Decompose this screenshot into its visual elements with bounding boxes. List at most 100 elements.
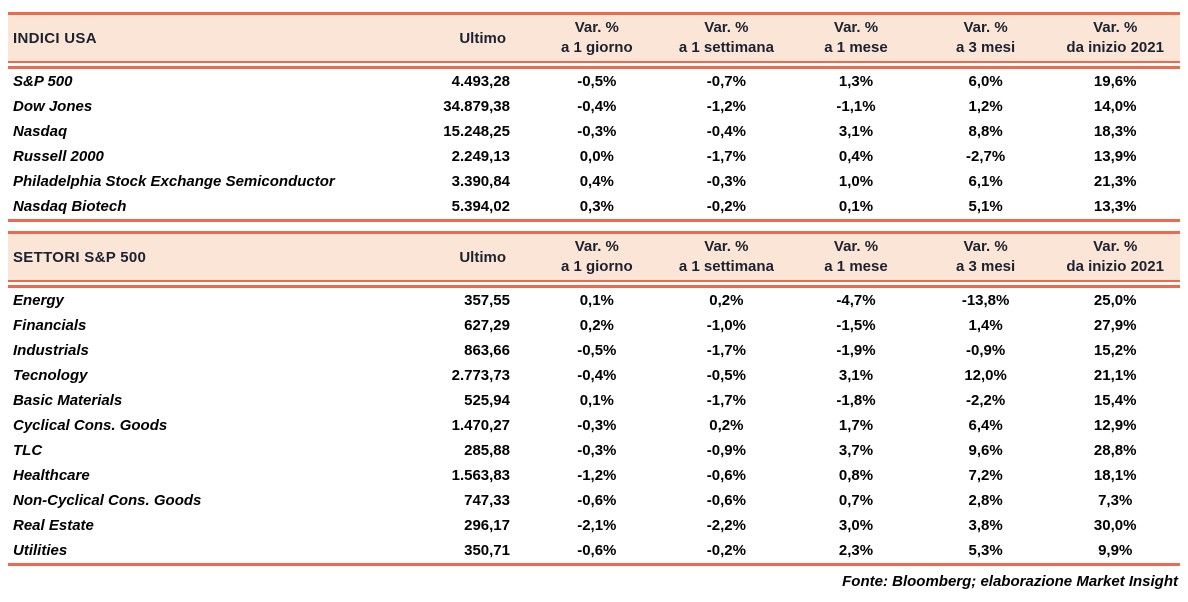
column-header-var-1-giorno: Var. % a 1 giorno [532,237,662,277]
table-row: Non-Cyclical Cons. Goods 747,33 -0,6% -0,6%… [8,488,1180,513]
var-value: -1,9% [836,342,876,359]
var-label-bottom: a 1 giorno [560,39,633,56]
row-label: Real Estate [13,517,94,534]
var-value: -0,5% [577,73,617,90]
ultimo-value: 15.248,25 [443,123,510,140]
var-label-bottom: da inizio 2021 [1066,258,1164,275]
column-header-var-1-mese: Var. % a 1 mese [791,237,921,277]
var-label-bottom: a 1 giorno [560,258,633,275]
table-row: Utilities 350,71 -0,6% -0,2% 2,3% 5,3% 9,9% [8,538,1180,563]
table-indici-usa: INDICI USA Ultimo Var. % a 1 giorno Var.… [8,12,1180,222]
row-label: TLC [13,442,43,459]
var-value: 25,0% [1093,292,1137,309]
var-value: -1,2% [577,467,617,484]
var-value: 3,8% [968,517,1003,534]
var-value: 18,3% [1093,123,1137,140]
var-label-bottom: a 1 settimana [678,258,774,275]
var-value: 9,6% [968,442,1003,459]
var-value: 2,8% [968,492,1003,509]
var-value: 13,9% [1093,148,1137,165]
var-label-top: Var. % [1093,238,1138,255]
var-value: 0,1% [579,292,614,309]
ultimo-value: 296,17 [464,517,510,534]
ultimo-value: 2.773,73 [451,367,510,384]
source-note: Fonte: Bloomberg; elaborazione Market In… [842,573,1178,590]
column-header-ultimo: Ultimo [459,248,506,266]
ultimo-value: 863,66 [464,342,510,359]
table-row: Dow Jones 34.879,38 -0,4% -1,2% -1,1% 1,2% 14,… [8,94,1180,119]
var-value: -2,1% [577,517,617,534]
var-value: 0,3% [579,198,614,215]
var-value: 12,9% [1093,417,1137,434]
var-label-top: Var. % [963,19,1008,36]
var-value: 7,2% [968,467,1003,484]
var-value: 14,0% [1093,98,1137,115]
var-value: 0,2% [579,317,614,334]
var-label-top: Var. % [963,238,1008,255]
var-label-top: Var. % [1093,19,1138,36]
table-row: Tecnology 2.773,73 -0,4% -0,5% 3,1% 12,0% 21,1… [8,363,1180,388]
var-value: -0,6% [577,542,617,559]
var-value: 0,0% [579,148,614,165]
var-value: 28,8% [1093,442,1137,459]
var-value: 3,7% [838,442,874,459]
ultimo-value: 1.563,83 [451,467,510,484]
var-value: -0,4% [577,367,617,384]
var-value: 3,0% [838,517,874,534]
row-label: Philadelphia Stock Exchange Semiconducto… [13,173,335,190]
var-label-bottom: a 3 mesi [955,258,1016,275]
row-label: Tecnology [13,367,88,384]
table-row: Nasdaq 15.248,25 -0,3% -0,4% 3,1% 8,8% 18,3% [8,119,1180,144]
column-header-var-1-settimana: Var. % a 1 settimana [662,237,792,277]
row-label: Non-Cyclical Cons. Goods [13,492,202,509]
var-value: 1,4% [968,317,1003,334]
var-value: -2,2% [966,392,1006,409]
row-label: Utilities [13,542,68,559]
table-row: Nasdaq Biotech 5.394,02 0,3% -0,2% 0,1% 5,1% 1… [8,194,1180,219]
row-label: Financials [13,317,87,334]
indici-usa-body: S&P 500 4.493,28 -0,5% -0,7% 1,3% 6,0% 19,6% Do… [8,69,1180,219]
column-header-var-1-settimana: Var. % a 1 settimana [662,18,792,58]
var-value: 7,3% [1098,492,1133,509]
var-value: 30,0% [1093,517,1137,534]
var-value: -1,2% [706,98,746,115]
row-label: Basic Materials [13,392,123,409]
var-value: 15,2% [1093,342,1137,359]
row-label: Dow Jones [13,98,93,115]
header-separator-line [8,285,1180,288]
ultimo-value: 3.390,84 [451,173,510,190]
var-label-top: Var. % [833,238,879,255]
ultimo-value: 4.493,28 [451,73,510,90]
var-value: 1,7% [838,417,874,434]
ultimo-value: 525,94 [464,392,510,409]
var-value: 0,1% [838,198,874,215]
var-value: 5,3% [968,542,1003,559]
var-value: 0,1% [579,392,614,409]
var-value: -1,1% [836,98,876,115]
header-separator-gap [8,282,1180,285]
var-value: 0,4% [579,173,614,190]
var-value: 0,2% [709,292,744,309]
var-value: 9,9% [1098,542,1133,559]
ultimo-value: 627,29 [464,317,510,334]
ultimo-value: 5.394,02 [451,198,510,215]
row-label: Energy [13,292,64,309]
var-value: 27,9% [1093,317,1137,334]
table-row: Industrials 863,66 -0,5% -1,7% -1,9% -0,9% 15,… [8,338,1180,363]
var-value: 15,4% [1093,392,1137,409]
row-label: Nasdaq Biotech [13,198,127,215]
var-value: 6,0% [968,73,1003,90]
table-row: Russell 2000 2.249,13 0,0% -1,7% 0,4% -2,7% 13… [8,144,1180,169]
column-header-ultimo: Ultimo [459,29,506,47]
table-row: Energy 357,55 0,1% 0,2% -4,7% -13,8% 25,0% [8,288,1180,313]
var-value: 19,6% [1093,73,1137,90]
var-value: -0,3% [577,123,617,140]
column-header-var-1-giorno: Var. % a 1 giorno [532,18,662,58]
table-settori-sp500: SETTORI S&P 500 Ultimo Var. % a 1 giorno… [8,231,1180,566]
var-value: -2,7% [966,148,1006,165]
var-label-bottom: da inizio 2021 [1066,39,1164,56]
var-value: -0,6% [706,467,746,484]
var-value: -2,2% [706,517,746,534]
var-label-bottom: a 1 mese [824,258,888,275]
row-label: Cyclical Cons. Goods [13,417,168,434]
